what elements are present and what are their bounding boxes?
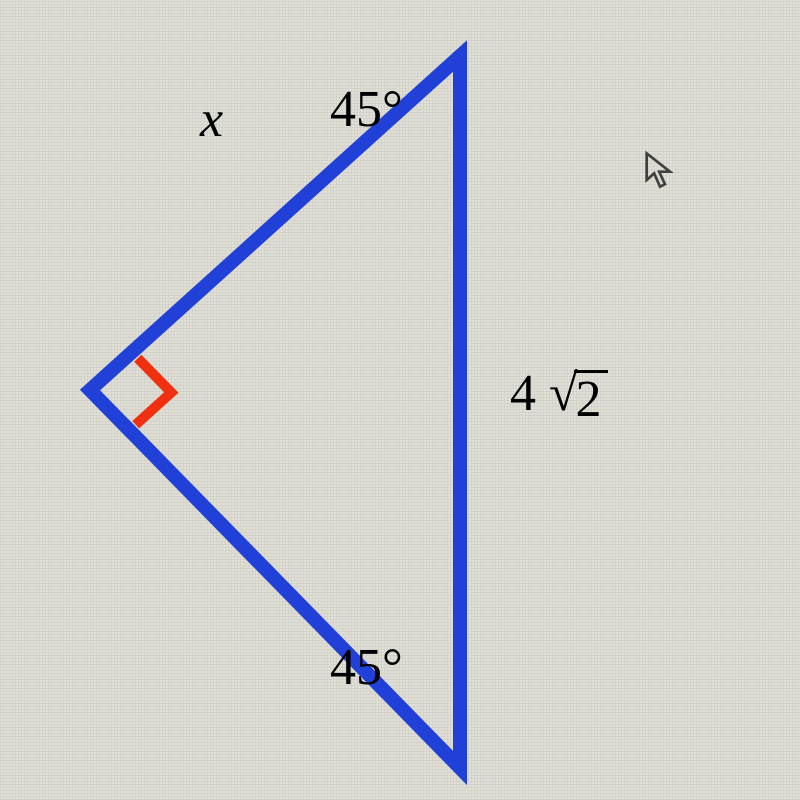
hypotenuse-label: 4 √ 2 — [510, 364, 608, 428]
sqrt-expression: √ 2 — [549, 368, 608, 428]
right-angle-marker — [136, 358, 172, 424]
geometry-figure: x 45° 45° 4 √ 2 — [0, 0, 800, 800]
hypotenuse-coeff: 4 — [510, 365, 536, 422]
angle-label-top: 45° — [330, 80, 403, 139]
angle-label-bottom: 45° — [330, 638, 403, 697]
hypotenuse-radicand: 2 — [574, 370, 608, 428]
leg-label-x: x — [200, 90, 223, 149]
